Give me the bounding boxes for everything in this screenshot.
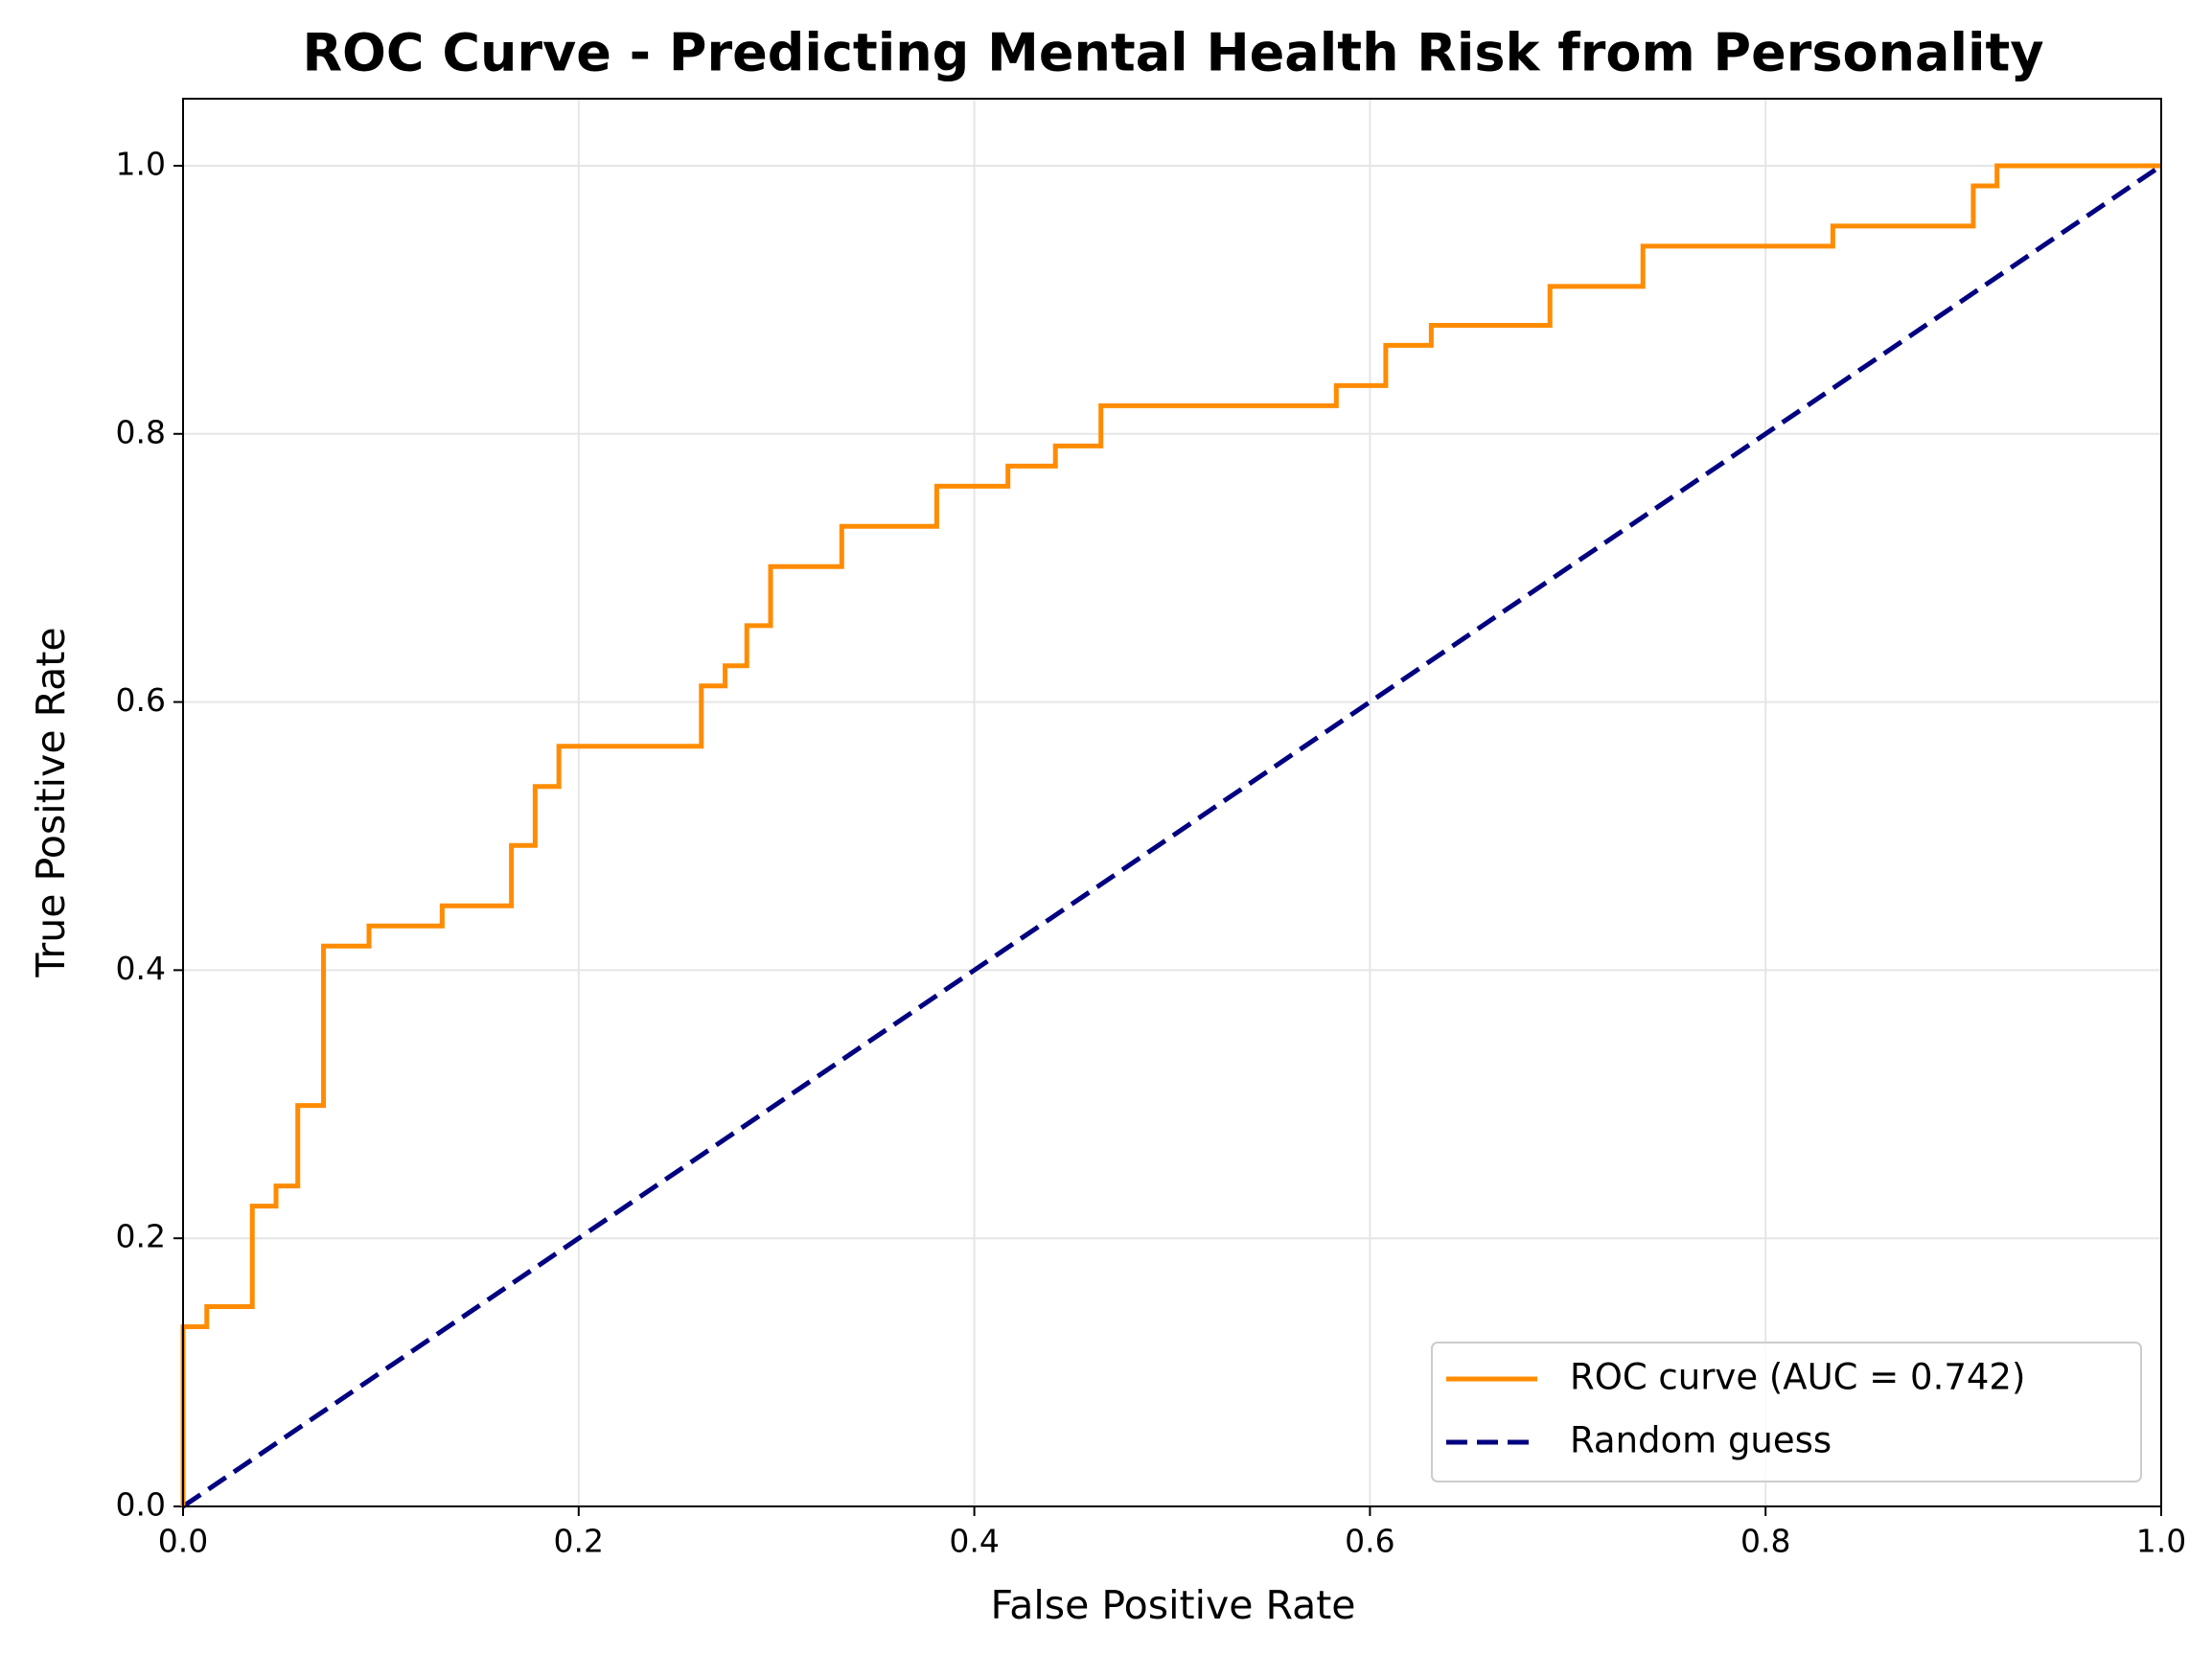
y-tick-label: 0.6 [116, 681, 166, 719]
y-tick-label: 0.2 [116, 1218, 166, 1255]
x-tick-label: 0.6 [1345, 1523, 1394, 1560]
x-tick-label: 0.8 [1740, 1523, 1790, 1560]
series-line [181, 163, 2163, 1509]
plot-frame [182, 98, 2162, 1507]
x-tick-label: 1.0 [2136, 1523, 2186, 1560]
y-tick-label: 0.0 [116, 1486, 166, 1524]
x-tick-label: 0.0 [158, 1523, 208, 1560]
series-line [180, 163, 2161, 1506]
y-axis-label: True Positive Rate [28, 627, 74, 977]
y-tick-label: 0.4 [116, 950, 166, 987]
x-axis-label: False Positive Rate [990, 1582, 1355, 1628]
legend-label: Random guess [1570, 1420, 1832, 1461]
x-tick-label: 0.4 [949, 1523, 999, 1560]
x-tick-label: 0.2 [554, 1523, 604, 1560]
y-tick-label: 1.0 [116, 145, 166, 182]
legend-box [1431, 1342, 2142, 1482]
chart-title: ROC Curve - Predicting Mental Health Ris… [302, 23, 2043, 83]
y-tick-label: 0.8 [116, 413, 166, 450]
legend-label: ROC curve (AUC = 0.742) [1570, 1357, 2025, 1398]
